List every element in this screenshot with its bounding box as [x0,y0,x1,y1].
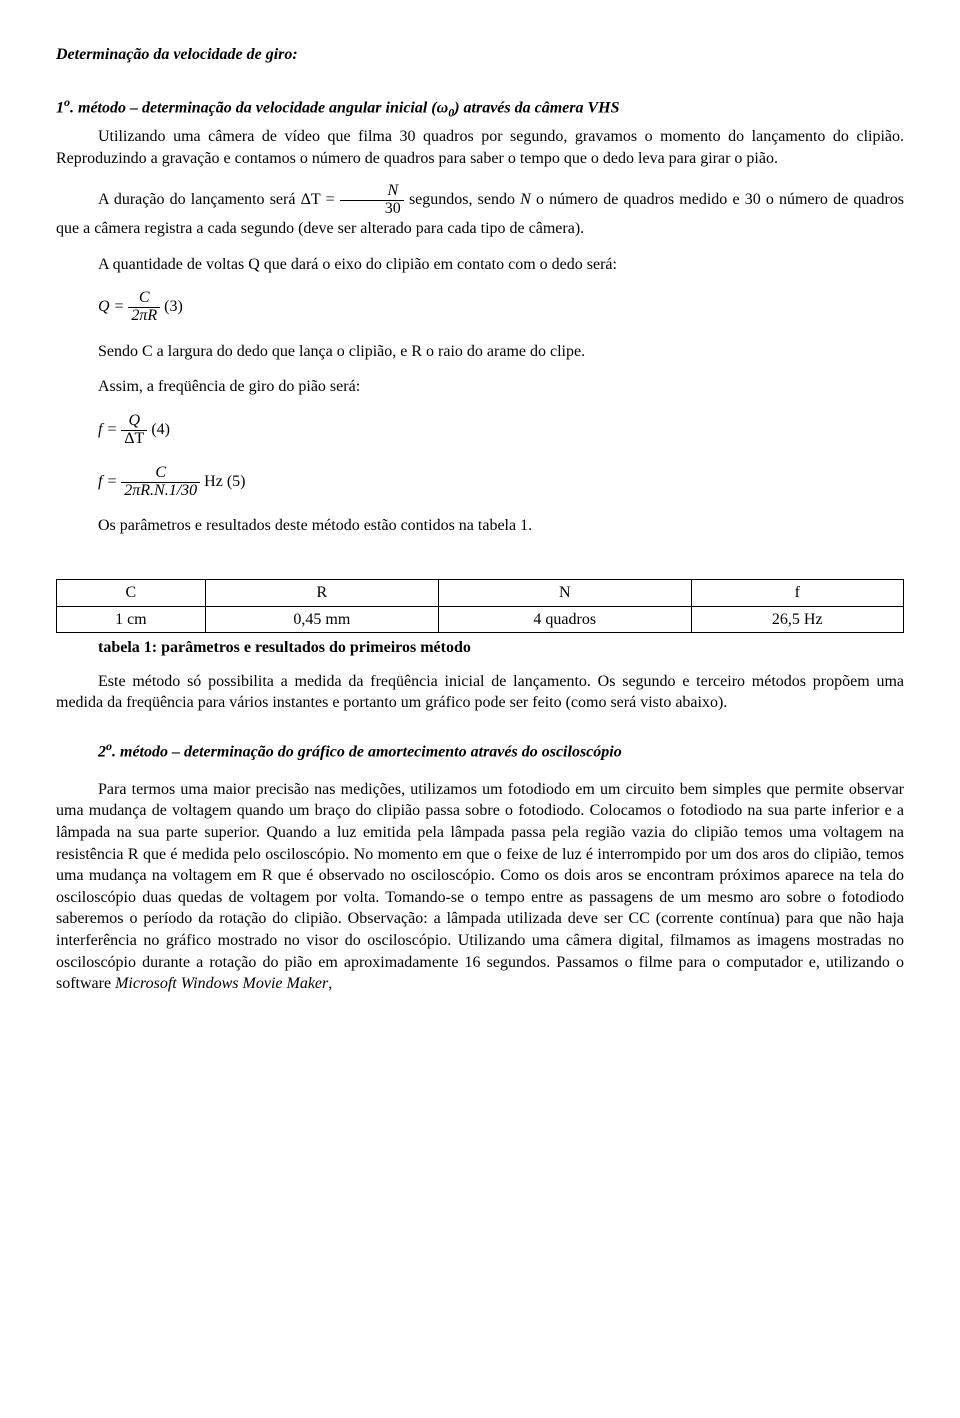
page-title: Determinação da velocidade de giro: [56,44,904,66]
td-f: 26,5 Hz [691,606,904,633]
para2-b: segundos, sendo [409,191,520,208]
table1-caption: tabela 1: parâmetros e resultados do pri… [98,637,904,659]
eq3: Q = C 2πR (3) [98,289,904,325]
table1: C R N f 1 cm 0,45 mm 4 quadros 26,5 Hz [56,579,904,633]
para2-a: A duração do lançamento será [98,191,301,208]
th-c: C [57,579,206,606]
eq5-unit: Hz (5) [204,473,245,490]
method1-para6: Os parâmetros e resultados deste método … [56,515,904,537]
method1-para5: Assim, a freqüência de giro do pião será… [56,376,904,398]
th-n: N [438,579,691,606]
method2-para: Para termos uma maior precisão nas mediç… [56,779,904,995]
method2-tail: , [328,975,332,992]
n-letter: N [520,191,531,208]
software-name: Microsoft Windows Movie Maker [115,975,328,992]
method2-para-a: Para termos uma maior precisão nas mediç… [56,781,904,992]
method1-para2: A duração do lançamento será ΔT = N 30 s… [56,183,904,239]
method2-heading: 2o. método – determinação do gráfico de … [56,738,904,763]
method1-heading: 1o. método – determinação da velocidade … [56,94,904,121]
eq5: f = C 2πR.N.1/30 Hz (5) [98,464,904,500]
method1-para3: A quantidade de voltas Q que dará o eixo… [56,254,904,276]
th-f: f [691,579,904,606]
eq3-label: (3) [164,298,183,315]
dt-den: 30 [340,201,404,218]
eq4-label: (4) [151,421,170,438]
eq5-den: 2πR.N.1/30 [121,483,200,500]
eq4-den: ΔT [121,431,147,448]
eq3-lhs: Q = [98,298,124,315]
th-r: R [205,579,438,606]
eq5-lhs: f = [98,473,117,490]
td-r: 0,45 mm [205,606,438,633]
method2-heading-text: . método – determinação do gráfico de am… [112,743,622,760]
eq5-num: C [121,465,200,483]
td-n: 4 quadros [438,606,691,633]
eq4: f = Q ΔT (4) [98,412,904,448]
eq5-fraction: C 2πR.N.1/30 [121,465,200,500]
eq3-num: C [128,290,160,308]
eq4-lhs: f = [98,421,117,438]
method2-num: 2 [98,743,106,760]
method1-para1: Utilizando uma câmera de vídeo que filma… [56,126,904,169]
method1-num: 1 [56,99,64,116]
table-row: 1 cm 0,45 mm 4 quadros 26,5 Hz [57,606,904,633]
eq3-fraction: C 2πR [128,290,160,325]
method1-heading-b: ) através da câmera VHS [454,99,619,116]
eq3-den: 2πR [128,308,160,325]
eq4-num: Q [121,413,147,431]
table-header-row: C R N f [57,579,904,606]
dt-eq-lhs: ΔT = [301,191,335,208]
dt-fraction: N 30 [340,183,404,218]
td-c: 1 cm [57,606,206,633]
after-table-para: Este método só possibilita a medida da f… [56,671,904,714]
method1-heading-a: . método – determinação da velocidade an… [70,99,448,116]
dt-num: N [340,183,404,201]
method1-para4: Sendo C a largura do dedo que lança o cl… [56,341,904,363]
eq4-fraction: Q ΔT [121,413,147,448]
